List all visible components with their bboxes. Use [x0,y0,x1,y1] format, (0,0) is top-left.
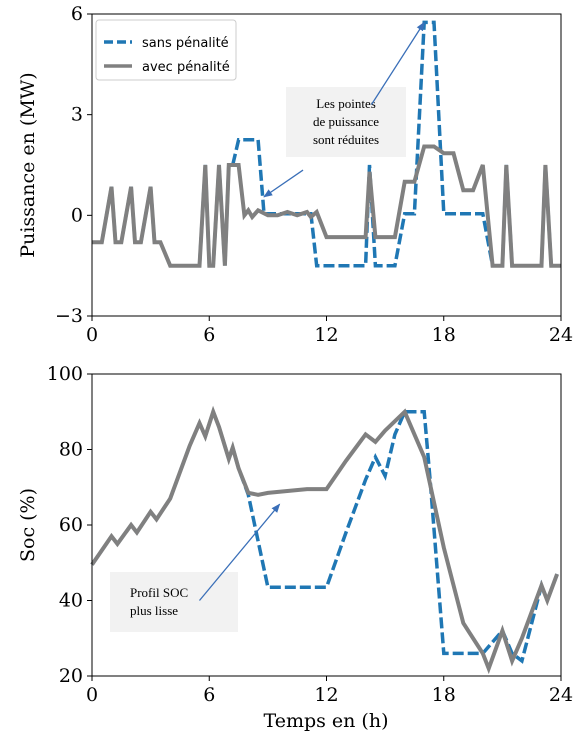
annotation-box-top [286,87,406,157]
x-tick-label: 0 [86,324,98,346]
x-tick-label: 24 [549,684,573,706]
annotation-top-line-1: Les pointes [316,96,376,111]
x-tick-label: 18 [432,684,456,706]
annotation-arrow [370,21,425,105]
soc-annotation-arrows [198,503,281,601]
y-tick-label: 0 [71,204,83,226]
power-annotation-arrows [263,21,425,198]
y-tick-label: −3 [55,305,83,327]
x-tick-label: 6 [203,324,215,346]
power-legend: sans pénalité avec pénalité [95,19,237,81]
annotation-top-line-2: de puissance [313,114,379,129]
x-tick-label: 18 [432,324,456,346]
x-tick-label: 12 [314,324,338,346]
soc-line-dashed-series [90,406,559,664]
soc-annotation: Profil SOC plus lisse [110,503,281,632]
x-tick-label: 24 [549,324,573,346]
power-y-axis-label: Puissance en (MW) [17,72,39,257]
legend-label-sans-penalite: sans pénalité [142,36,229,51]
power-line-dashed-series [92,20,561,268]
soc-x-axis-label: Temps en (h) [264,710,389,732]
y-tick-label: 100 [47,363,83,385]
x-tick-label: 12 [314,684,338,706]
power-line-solid-series [92,144,561,268]
soc-chart: 0 6 12 18 24 20 40 60 80 100 Soc (%) Temps en (h)… [17,363,573,732]
power-annotation: Les pointes de puissance sont réduites [263,21,425,198]
y-tick-label: 40 [59,590,83,612]
y-tick-label: 20 [59,665,83,687]
soc-line-solid-series [90,405,559,675]
y-tick-label: 80 [59,439,83,461]
y-tick-label: 6 [71,3,83,25]
y-tick-label: 3 [71,104,83,126]
annotation-arrow [263,169,304,198]
power-series-layer [92,20,561,268]
annotation-arrow [198,503,281,601]
soc-series-layer [90,405,559,675]
legend-label-avec-penalite: avec pénalité [142,60,230,75]
annotation-top-line-3: sont réduites [313,132,379,147]
annotation-bottom-line-2: plus lisse [130,603,178,618]
soc-ticks: 0 6 12 18 24 20 40 60 80 100 [47,363,573,706]
soc-y-axis-label: Soc (%) [17,488,39,562]
annotation-box-bottom [110,572,238,632]
x-tick-label: 0 [86,684,98,706]
y-tick-label: 60 [59,514,83,536]
x-tick-label: 6 [203,684,215,706]
annotation-bottom-line-1: Profil SOC [130,585,188,600]
